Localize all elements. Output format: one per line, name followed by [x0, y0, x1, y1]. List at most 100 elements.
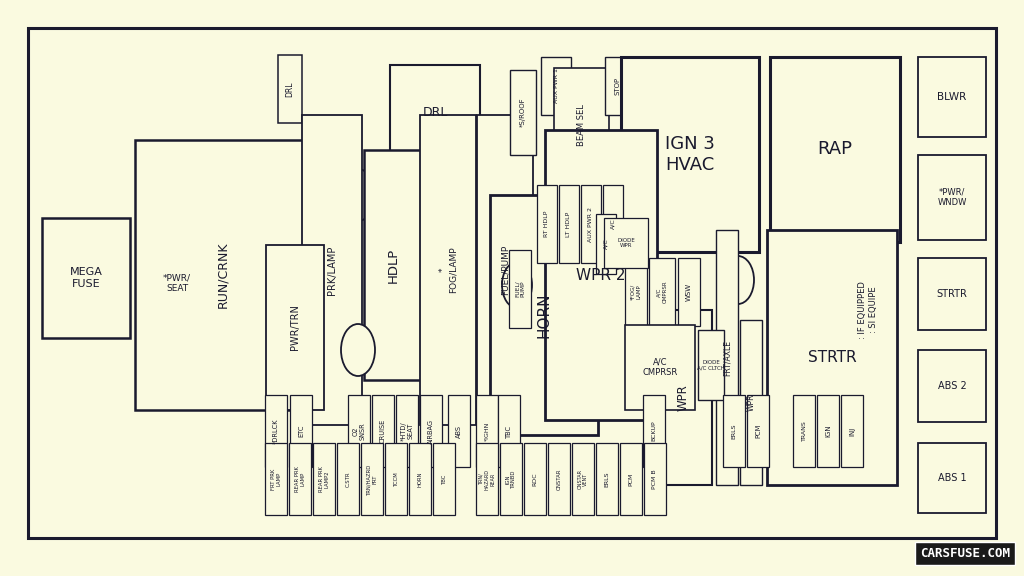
Text: INJ: INJ	[849, 426, 855, 435]
Bar	[770, 57, 900, 242]
Ellipse shape	[722, 256, 754, 304]
Text: A/C
CMPRSR: A/C CMPRSR	[656, 281, 668, 304]
Bar	[420, 115, 476, 425]
Bar	[918, 155, 986, 240]
Bar	[433, 443, 455, 515]
Text: FUEL/
PUMP: FUEL/ PUMP	[515, 281, 525, 297]
Text: DIODE
A/C CLTCH: DIODE A/C CLTCH	[697, 359, 725, 370]
Bar	[265, 443, 287, 515]
Bar	[817, 395, 839, 467]
Bar	[793, 395, 815, 467]
Ellipse shape	[341, 324, 375, 376]
Text: *HTD/
SEAT: *HTD/ SEAT	[400, 421, 414, 441]
Text: AIRBAG: AIRBAG	[428, 419, 434, 444]
Bar	[644, 443, 666, 515]
Text: *
FOG/LAMP: * FOG/LAMP	[438, 247, 458, 293]
Bar	[524, 443, 546, 515]
Bar	[605, 57, 629, 115]
Text: A/C
CMPRSR: A/C CMPRSR	[642, 358, 678, 377]
Bar	[476, 443, 498, 515]
Bar	[841, 395, 863, 467]
Text: ONSTAR
VENT: ONSTAR VENT	[578, 469, 589, 489]
Ellipse shape	[502, 262, 532, 308]
Bar	[265, 395, 287, 467]
Text: *PWR/
SEAT: *PWR/ SEAT	[163, 273, 191, 293]
Text: O2
SNSR: O2 SNSR	[352, 422, 366, 440]
Bar	[498, 395, 520, 467]
Text: ETC: ETC	[298, 425, 304, 437]
Text: STOP: STOP	[614, 77, 620, 95]
Text: *IGHN: *IGHN	[484, 421, 489, 441]
Text: RT HDLP: RT HDLP	[545, 211, 550, 237]
Text: BCKUP: BCKUP	[651, 420, 656, 441]
Bar	[716, 230, 738, 485]
Text: CRUISE: CRUISE	[380, 419, 386, 443]
Bar	[390, 65, 480, 160]
Bar	[541, 57, 571, 115]
Text: RAP: RAP	[817, 141, 853, 158]
Bar	[476, 395, 498, 467]
Text: IGN 3
HVAC: IGN 3 HVAC	[665, 135, 715, 174]
Bar	[548, 443, 570, 515]
Text: MEGA
FUSE: MEGA FUSE	[70, 267, 102, 289]
Text: HORN: HORN	[418, 471, 423, 487]
Bar	[621, 57, 759, 252]
Text: *FOG/
LAMP: *FOG/ LAMP	[631, 284, 641, 300]
Text: PCM: PCM	[755, 424, 761, 438]
Text: IGN: IGN	[825, 425, 831, 437]
Bar	[477, 115, 534, 425]
Text: WPR: WPR	[677, 384, 690, 411]
Bar	[28, 28, 996, 538]
Text: FUEL/PUMP: FUEL/PUMP	[501, 245, 510, 295]
Bar	[572, 443, 594, 515]
Text: BLWR: BLWR	[937, 92, 967, 102]
Text: ABS 1: ABS 1	[938, 473, 967, 483]
Text: PCM B: PCM B	[652, 469, 657, 489]
Bar	[510, 70, 536, 155]
Text: RUN/CRNK: RUN/CRNK	[216, 242, 229, 308]
Text: FRT/AXLE: FRT/AXLE	[723, 339, 731, 376]
Text: ONSTAR: ONSTAR	[556, 468, 561, 490]
Bar	[698, 330, 724, 400]
Text: AUX PWR 2: AUX PWR 2	[589, 207, 594, 241]
Text: ABS 2: ABS 2	[938, 381, 967, 391]
Bar	[918, 350, 986, 422]
Bar	[554, 68, 609, 183]
Text: WPR: WPR	[746, 394, 756, 411]
Text: *DRLCK: *DRLCK	[273, 418, 279, 444]
Bar	[740, 320, 762, 485]
Text: DIODE
WPR: DIODE WPR	[617, 238, 635, 248]
Text: TRANS: TRANS	[802, 420, 807, 441]
Text: ERLS: ERLS	[604, 471, 609, 487]
Bar	[409, 443, 431, 515]
Text: WSW: WSW	[686, 283, 692, 301]
Bar	[581, 185, 601, 263]
Bar	[723, 395, 745, 467]
Bar	[361, 443, 383, 515]
Bar	[604, 218, 648, 268]
Text: CARSFUSE.COM: CARSFUSE.COM	[920, 547, 1010, 560]
Text: WPR 2: WPR 2	[577, 267, 626, 282]
Bar	[537, 185, 557, 263]
Bar	[372, 395, 394, 467]
Bar	[266, 245, 324, 410]
Text: AUX PWR 1: AUX PWR 1	[554, 69, 558, 104]
Bar	[603, 185, 623, 263]
Text: LT HDLP: LT HDLP	[566, 211, 571, 237]
Bar	[649, 258, 675, 326]
Bar	[364, 150, 422, 380]
Text: ROC: ROC	[532, 472, 538, 486]
Text: ERLS: ERLS	[731, 423, 736, 439]
Text: ABS: ABS	[456, 425, 462, 438]
Text: PRK/LAMP: PRK/LAMP	[327, 245, 337, 295]
Bar	[135, 140, 310, 410]
Text: DRL: DRL	[286, 81, 295, 97]
Text: *S/ROOF: *S/ROOF	[520, 98, 526, 127]
Bar	[625, 258, 647, 326]
Bar	[449, 395, 470, 467]
Bar	[620, 443, 642, 515]
Bar	[302, 115, 362, 425]
Text: *PWR/
WNDW: *PWR/ WNDW	[937, 188, 967, 207]
Bar	[655, 310, 712, 485]
Bar	[596, 214, 616, 274]
